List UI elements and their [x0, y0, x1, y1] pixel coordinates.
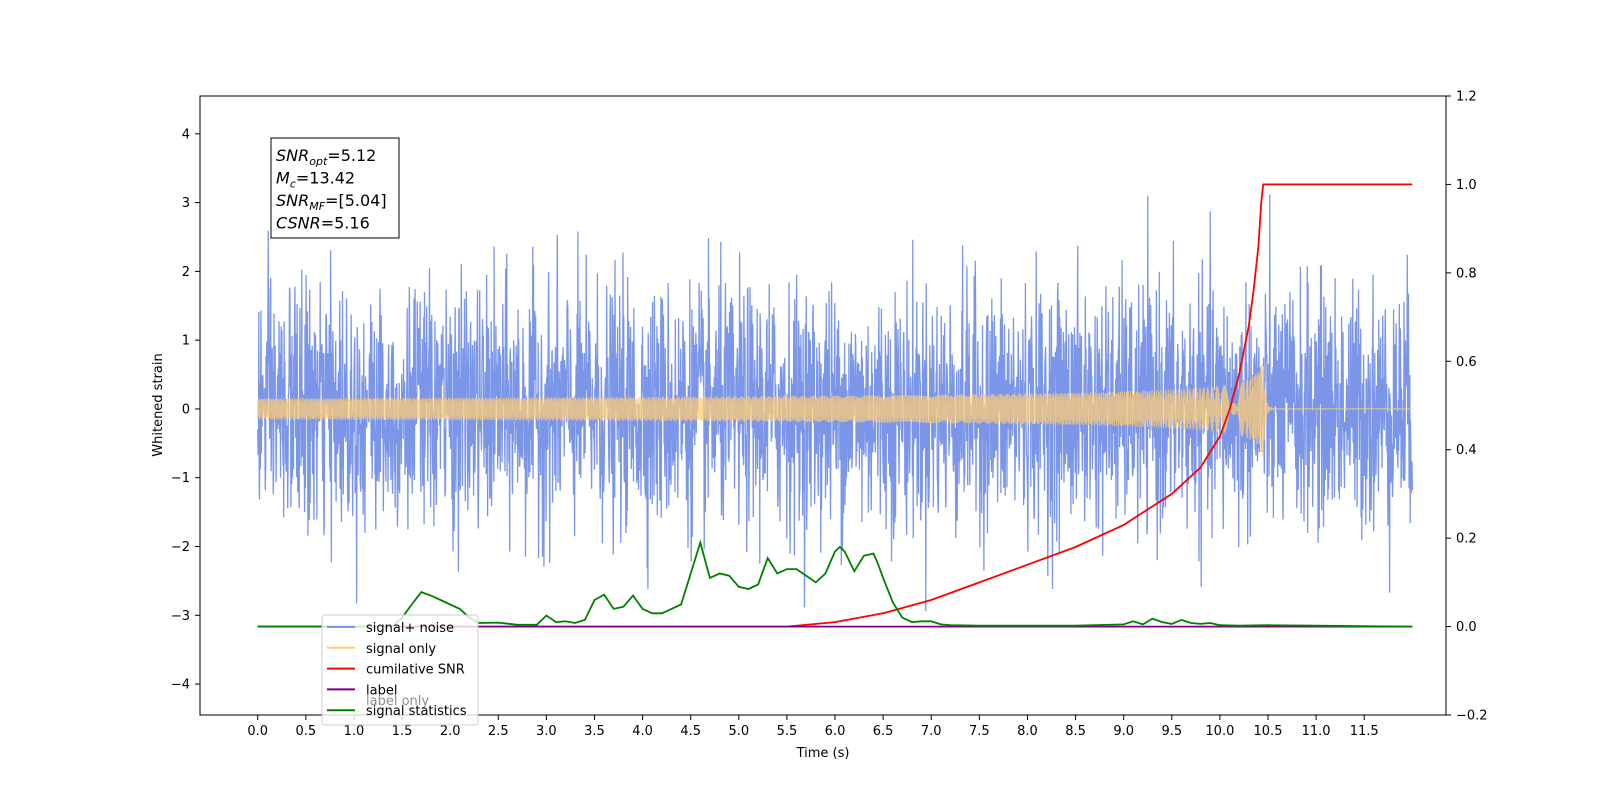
legend-label: signal only — [366, 642, 436, 657]
legend-label: signal+ noise — [366, 621, 454, 636]
x-tick-label: 1.5 — [392, 724, 413, 739]
y-right-tick-label: 1.2 — [1456, 90, 1477, 105]
x-tick-label: 8.0 — [1017, 724, 1038, 739]
y-left-tick-label: 2 — [182, 265, 190, 280]
annotation-frame — [270, 137, 400, 239]
y-left-tick-label: −3 — [171, 609, 190, 624]
x-tick-label: 7.0 — [921, 724, 942, 739]
y-left-tick-label: −2 — [171, 540, 190, 555]
x-axis-label: Time (s) — [796, 746, 850, 761]
legend: signal+ noise signal only cumilative SNR la… — [321, 614, 479, 726]
x-tick-label: 5.5 — [777, 724, 798, 739]
series-layer — [257, 183, 1413, 628]
legend-label: signal statistics — [366, 704, 467, 719]
x-tick-label: 9.5 — [1161, 724, 1182, 739]
x-tick-label: 7.5 — [969, 724, 990, 739]
y-left-tick-label: 0 — [182, 402, 190, 417]
legend-label: cumilative SNR — [366, 663, 465, 678]
y-right-axis: −0.2 0.0 0.2 0.4 0.6 0.8 1.0 1.2 — [1446, 90, 1488, 724]
annotation-line: CSNR=5.16 — [276, 214, 370, 233]
y-right-tick-label: 0.8 — [1456, 266, 1477, 281]
x-tick-label: 2.0 — [440, 724, 461, 739]
y-right-tick-label: 0.2 — [1456, 532, 1477, 547]
x-tick-label: 8.5 — [1065, 724, 1086, 739]
y-left-tick-label: 1 — [182, 334, 190, 349]
legend-frame — [321, 614, 479, 726]
x-tick-label: 3.5 — [584, 724, 605, 739]
annotation-line: SNRMF=[5.04] — [276, 191, 387, 213]
x-tick-label: 10.0 — [1205, 724, 1234, 739]
x-tick-label: 10.5 — [1254, 724, 1283, 739]
x-tick-label: 2.5 — [488, 724, 509, 739]
x-tick-label: 1.0 — [344, 724, 365, 739]
x-tick-label: 9.0 — [1113, 724, 1134, 739]
annotation-line: SNRopt=5.12 — [276, 146, 376, 168]
x-tick-label: 0.5 — [295, 724, 316, 739]
x-axis: 0.0 0.5 1.0 1.5 2.0 2.5 3.0 3.5 4.0 4.5 5.0 5.5 6.0 6… — [247, 715, 1379, 739]
x-tick-label: 0.0 — [247, 724, 268, 739]
x-tick-label: 4.0 — [632, 724, 653, 739]
y-right-tick-label: 0.4 — [1456, 443, 1477, 458]
x-tick-label: 5.0 — [728, 724, 749, 739]
y-right-tick-label: 0.6 — [1456, 355, 1477, 370]
annotation-line: Mc=13.42 — [276, 169, 355, 191]
x-tick-label: 3.0 — [536, 724, 557, 739]
x-tick-label: 6.5 — [873, 724, 894, 739]
y-right-tick-label: 0.0 — [1456, 620, 1477, 635]
y-right-tick-label: −0.2 — [1456, 709, 1488, 724]
y-left-tick-label: 4 — [182, 127, 190, 142]
series-line-signal-statistics — [257, 539, 1413, 628]
series-line-cumilative-snr — [257, 183, 1413, 628]
legend-label-faint: label only — [366, 694, 429, 709]
series-line-signal-only — [257, 363, 1413, 457]
y-axis-label-left: Whitened strain — [151, 353, 166, 456]
y-left-tick-label: 3 — [182, 196, 190, 211]
y-left-tick-label: −1 — [171, 471, 190, 486]
x-tick-label: 6.0 — [825, 724, 846, 739]
legend-label: label — [366, 683, 397, 698]
series-line-signal-noise — [257, 194, 1413, 612]
y-left-tick-label: −4 — [171, 678, 190, 693]
x-tick-label: 11.0 — [1302, 724, 1331, 739]
x-tick-label: 4.5 — [680, 724, 701, 739]
y-left-axis: −4 −3 −2 −1 0 1 2 3 4 — [171, 127, 200, 693]
y-right-tick-label: 1.0 — [1456, 178, 1477, 193]
x-tick-label: 11.5 — [1350, 724, 1379, 739]
plot-frame — [199, 95, 1447, 716]
